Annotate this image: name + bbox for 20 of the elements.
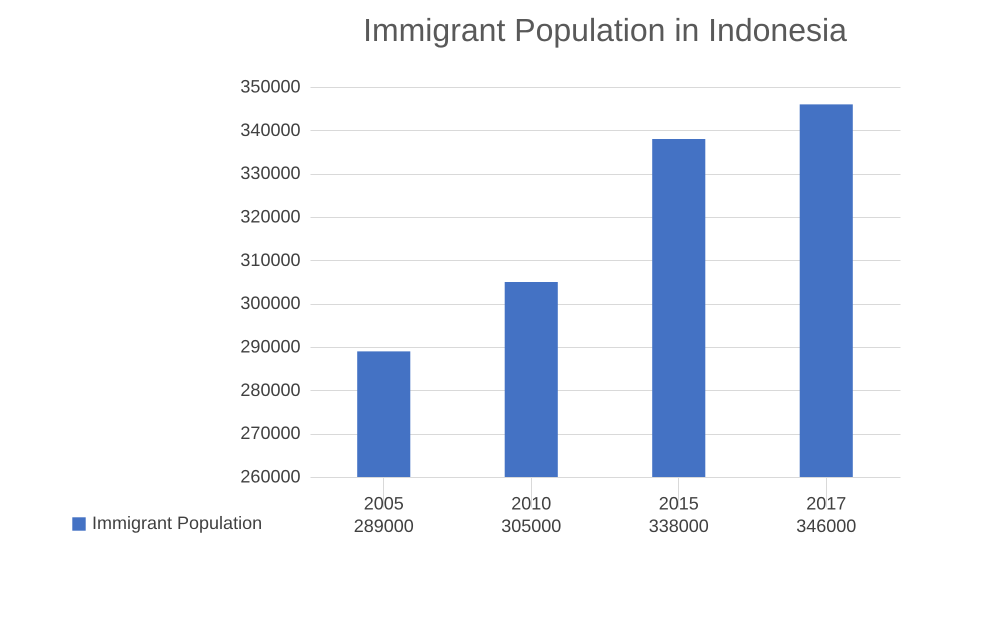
x-tick-label: 2015 [658,494,699,514]
y-tick-label: 320000 [240,206,300,226]
data-label: 346000 [796,516,856,536]
x-tick-label: 2017 [806,494,846,514]
data-label: 305000 [501,516,562,536]
y-tick-label: 350000 [240,76,300,96]
y-tick-label: 330000 [240,163,300,184]
data-label: 338000 [648,516,709,536]
y-tick-label: 290000 [240,336,300,356]
x-tick-label: 2010 [511,494,552,514]
y-tick-label: 270000 [240,423,300,444]
y-tick-label: 280000 [240,380,300,400]
x-tick-label: 2005 [364,494,404,514]
legend-label: Immigrant Population [92,513,262,533]
data-label: 289000 [354,516,414,536]
y-tick-label: 340000 [240,120,300,140]
y-tick-label: 300000 [240,293,300,314]
y-tick-label: 260000 [240,466,300,486]
chart-title: Immigrant Population in Indonesia [363,12,848,48]
y-tick-label: 310000 [240,250,300,270]
